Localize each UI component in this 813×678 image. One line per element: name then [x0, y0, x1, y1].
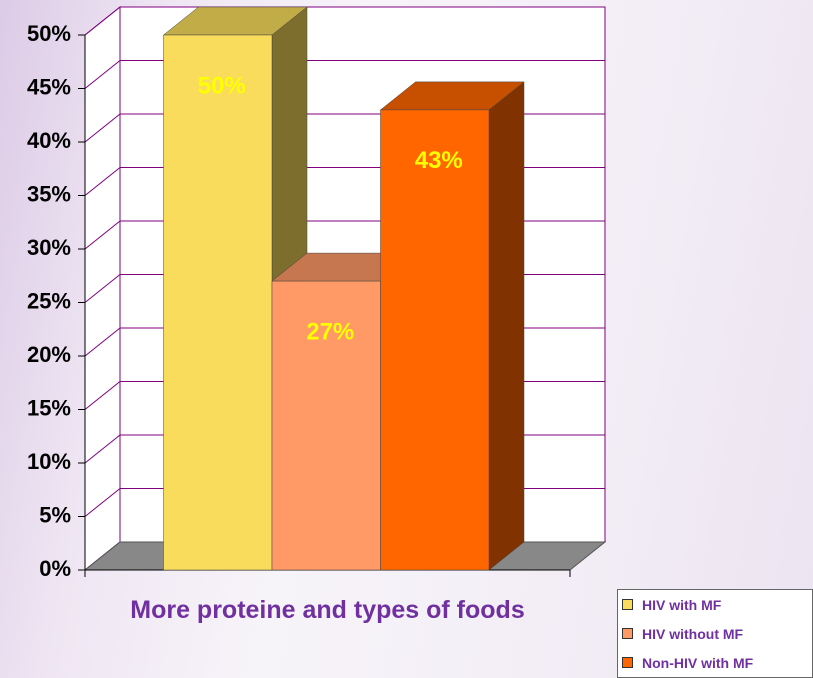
legend-entry: Non-HIV with MF	[618, 648, 812, 677]
legend-entry: HIV without MF	[618, 619, 812, 648]
bar-side	[488, 81, 525, 571]
x-category-label: More proteine and types of foods	[130, 596, 525, 624]
value-label: 50%	[198, 72, 246, 99]
y-tick-label: 40%	[27, 128, 71, 153]
y-tick-label: 15%	[27, 395, 71, 420]
grid-line	[84, 6, 121, 36]
grid-line	[84, 327, 121, 357]
y-tick-label: 50%	[27, 21, 71, 46]
bar	[163, 34, 273, 571]
grid-line	[84, 434, 121, 464]
value-label: 43%	[415, 147, 463, 174]
grid-line	[84, 274, 121, 303]
y-tick-label: 30%	[27, 235, 71, 260]
legend-swatch	[622, 657, 633, 668]
legend: HIV with MF HIV without MF Non-HIV with MF	[617, 589, 813, 678]
legend-label: Non-HIV with MF	[642, 654, 754, 671]
grid-line	[84, 381, 121, 410]
y-tick-label: 5%	[39, 502, 71, 527]
legend-swatch	[622, 599, 633, 610]
grid-line	[84, 220, 121, 250]
legend-entry: HIV with MF	[618, 590, 812, 619]
y-tick-label: 45%	[27, 74, 71, 99]
legend-swatch	[622, 628, 633, 639]
legend-label: HIV without MF	[642, 625, 744, 642]
bar	[271, 280, 381, 571]
grid-line	[84, 167, 121, 196]
y-tick-label: 35%	[27, 181, 71, 206]
legend-label: HIV with MF	[642, 596, 722, 613]
grid-line	[84, 113, 121, 143]
y-tick-label: 20%	[27, 342, 71, 367]
value-label: 27%	[306, 318, 354, 345]
y-tick-label: 10%	[27, 449, 71, 474]
bar	[380, 109, 490, 571]
grid-line	[84, 60, 121, 89]
grid-line	[84, 488, 121, 517]
y-tick-label: 0%	[39, 556, 71, 581]
y-tick-label: 25%	[27, 288, 71, 313]
